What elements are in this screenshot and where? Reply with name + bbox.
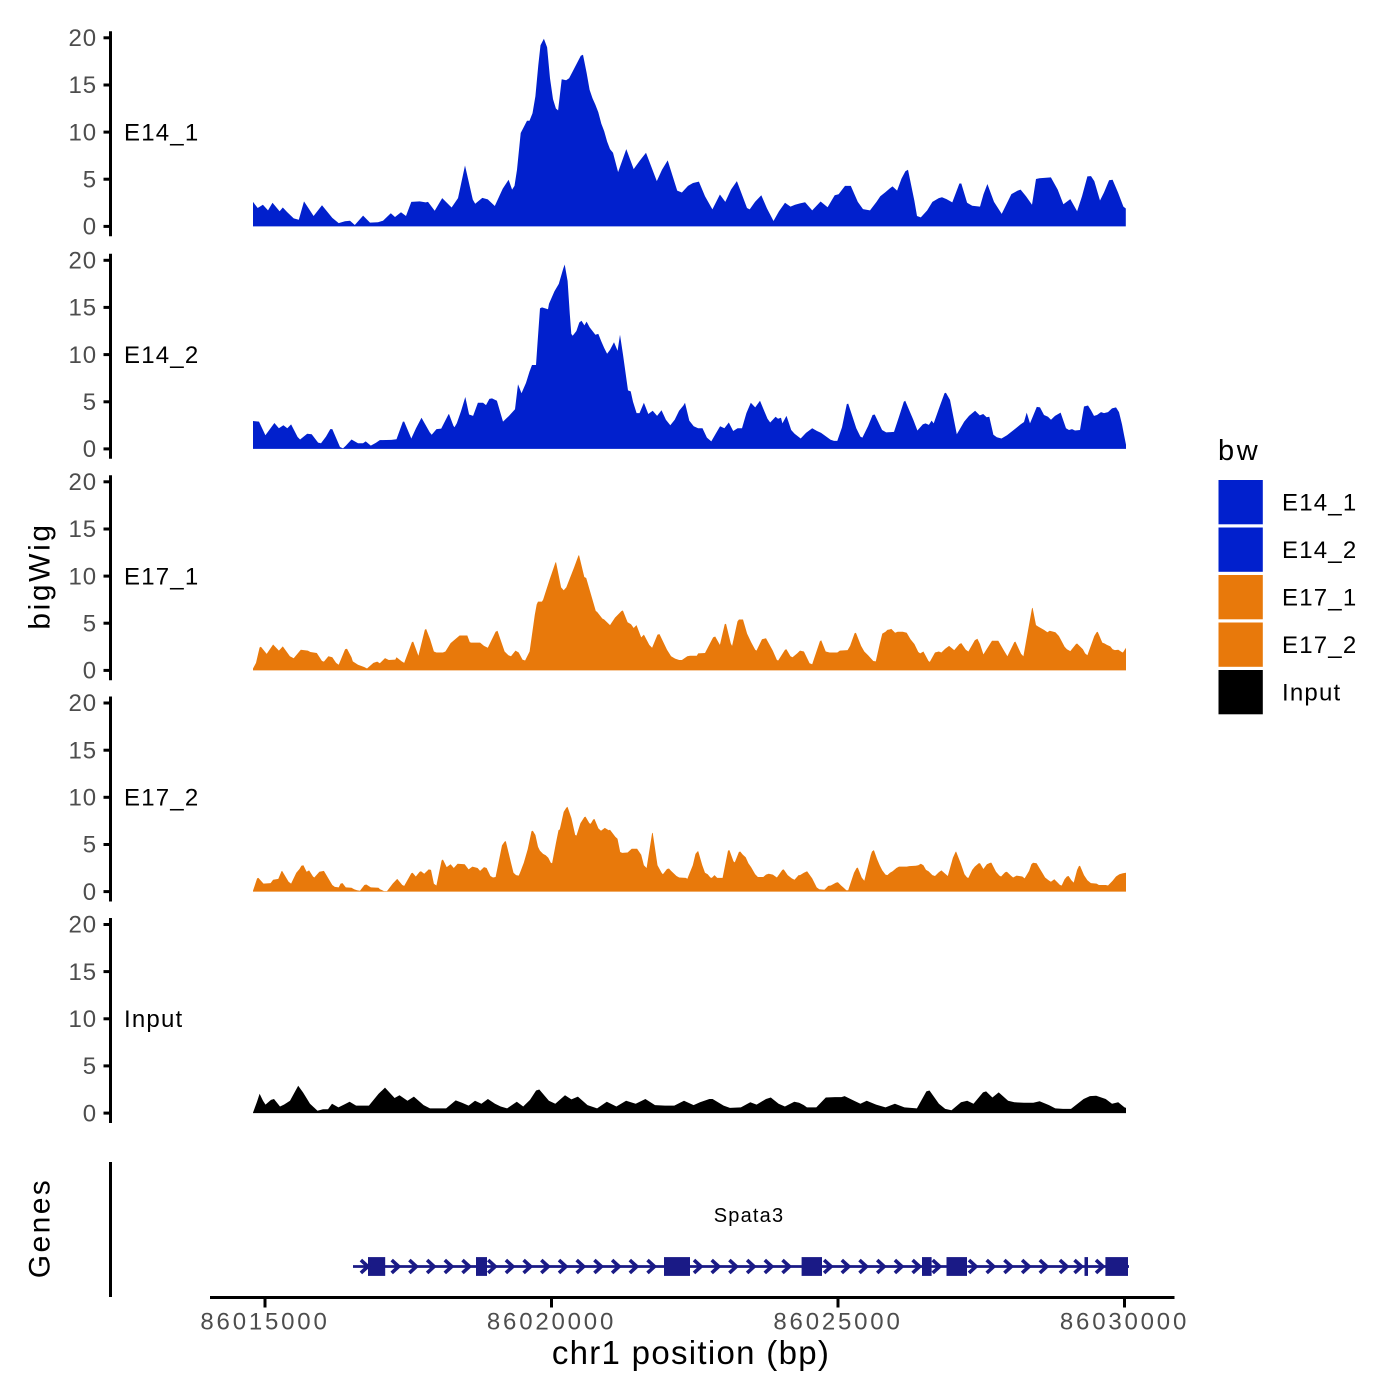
svg-text:5: 5: [83, 166, 97, 193]
svg-text:E14_1: E14_1: [1282, 489, 1357, 516]
svg-text:15: 15: [69, 516, 98, 543]
svg-text:86030000: 86030000: [1060, 1309, 1189, 1336]
svg-text:15: 15: [69, 72, 98, 99]
svg-text:E17_1: E17_1: [124, 563, 199, 590]
svg-text:5: 5: [83, 389, 97, 416]
svg-text:E14_1: E14_1: [124, 119, 199, 146]
svg-text:0: 0: [83, 879, 97, 906]
svg-text:Spata3: Spata3: [714, 1205, 785, 1227]
svg-text:bigWig: bigWig: [24, 522, 57, 629]
svg-text:Genes: Genes: [24, 1178, 57, 1278]
svg-text:10: 10: [69, 119, 98, 146]
svg-text:86020000: 86020000: [487, 1309, 616, 1336]
svg-text:10: 10: [69, 1006, 98, 1033]
svg-text:E17_1: E17_1: [1282, 584, 1357, 611]
svg-text:Input: Input: [1282, 679, 1341, 706]
svg-text:5: 5: [83, 1053, 97, 1080]
svg-text:0: 0: [83, 658, 97, 685]
svg-text:Input: Input: [124, 1006, 183, 1033]
svg-text:20: 20: [69, 25, 98, 52]
svg-text:10: 10: [69, 785, 98, 812]
svg-text:E17_2: E17_2: [1282, 632, 1357, 659]
svg-text:E14_2: E14_2: [1282, 537, 1357, 564]
svg-text:5: 5: [83, 832, 97, 859]
svg-text:10: 10: [69, 342, 98, 369]
svg-text:20: 20: [69, 469, 98, 496]
svg-text:E17_2: E17_2: [124, 785, 199, 812]
svg-text:20: 20: [69, 248, 98, 275]
svg-text:15: 15: [69, 295, 98, 322]
svg-text:0: 0: [83, 436, 97, 463]
svg-text:20: 20: [69, 912, 98, 939]
svg-text:15: 15: [69, 737, 98, 764]
svg-text:20: 20: [69, 690, 98, 717]
svg-text:0: 0: [83, 214, 97, 241]
svg-text:chr1 position (bp): chr1 position (bp): [552, 1334, 830, 1371]
svg-text:bw: bw: [1218, 435, 1260, 467]
svg-text:5: 5: [83, 611, 97, 638]
svg-text:0: 0: [83, 1100, 97, 1127]
svg-text:86015000: 86015000: [200, 1309, 329, 1336]
svg-text:10: 10: [69, 563, 98, 590]
svg-text:15: 15: [69, 959, 98, 986]
svg-text:E14_2: E14_2: [124, 342, 199, 369]
svg-text:86025000: 86025000: [773, 1309, 902, 1336]
